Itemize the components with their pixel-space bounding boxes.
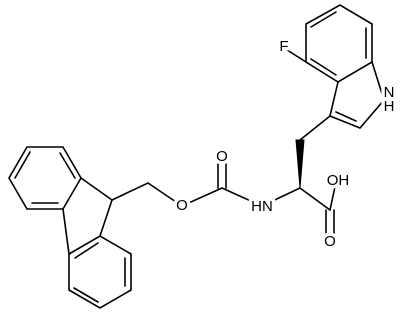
atom-label: O <box>324 233 336 250</box>
bond <box>283 47 307 63</box>
atom-label: O <box>216 148 228 165</box>
atom-label: H <box>384 98 395 115</box>
atom-label: HN <box>251 198 273 215</box>
bonds <box>8 4 385 309</box>
bond <box>80 177 113 201</box>
bond <box>74 242 99 259</box>
bond <box>329 181 337 211</box>
bond <box>310 58 337 76</box>
bond <box>299 187 331 211</box>
bond <box>59 152 76 179</box>
bond <box>310 11 337 28</box>
atom-label: OH <box>327 172 350 189</box>
ring <box>305 4 373 83</box>
bond <box>73 287 99 303</box>
bond <box>99 199 113 237</box>
ring <box>68 235 132 309</box>
atom-label: O <box>176 197 188 214</box>
bond <box>62 208 70 255</box>
atom-labels: F N H O O HN OH O <box>173 34 398 253</box>
bond <box>14 151 31 179</box>
bond <box>335 111 357 122</box>
ring <box>8 146 82 210</box>
atom-label: N <box>384 84 395 101</box>
atom-label: F <box>279 38 288 55</box>
wedge-bond <box>295 139 305 189</box>
bond <box>299 115 331 141</box>
bond <box>329 61 385 129</box>
bond <box>111 182 301 207</box>
